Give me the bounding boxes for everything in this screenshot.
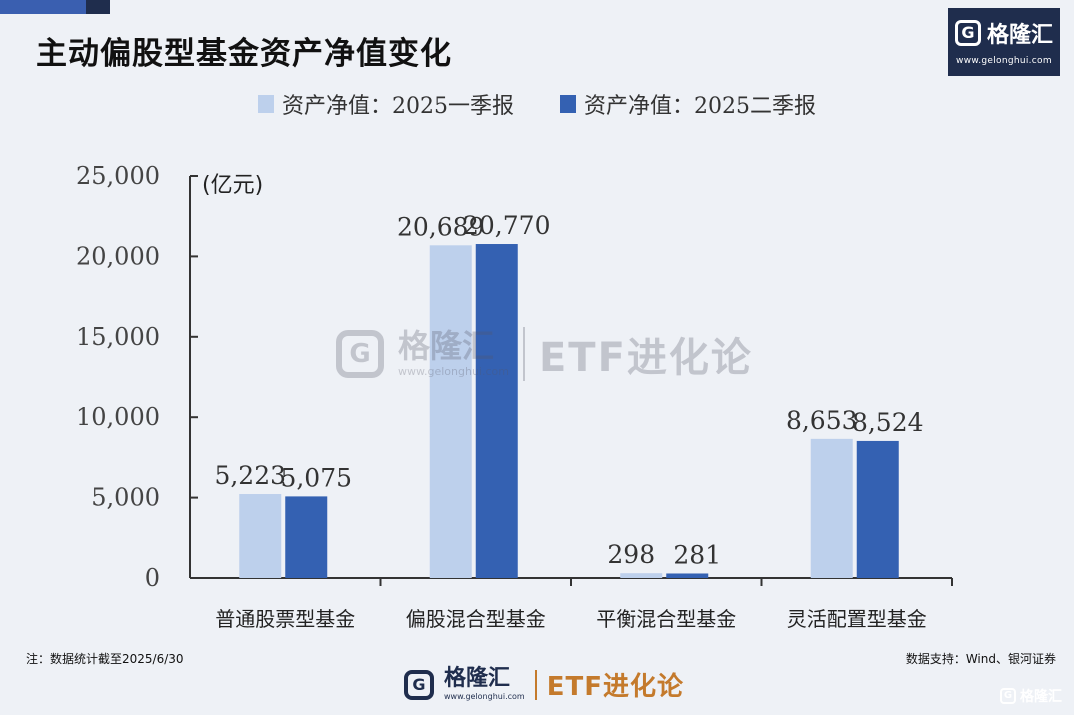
top-accent-bar: [0, 0, 86, 14]
legend-label-q2: 资产净值：2025二季报: [584, 94, 816, 119]
footer-logo: G 格隆汇 www.gelonghui.com ETF进化论: [404, 666, 684, 703]
legend-item-q1: 资产净值：2025一季报: [258, 88, 514, 120]
x-tick-label: 偏股混合型基金: [406, 607, 546, 631]
y-tick-label: 5,000: [91, 484, 160, 512]
bar: [810, 438, 853, 578]
footer-divider: [534, 669, 537, 700]
bar: [429, 245, 472, 579]
footer-url: www.gelonghui.com: [444, 692, 525, 701]
footer-etf-text: ETF进化论: [546, 672, 684, 702]
bar: [239, 494, 282, 578]
y-tick-label: 10,000: [76, 403, 160, 431]
data-label: 5,223: [214, 461, 286, 490]
data-label: 8,653: [786, 406, 858, 435]
corner-brand: 格隆汇: [1020, 689, 1062, 705]
top-accent-bar-dark: [86, 0, 110, 14]
bar: [620, 573, 663, 578]
logo-url: www.gelonghui.com: [956, 56, 1052, 66]
bar: [285, 496, 328, 578]
footer-g-icon: G: [404, 669, 434, 700]
bar: [856, 440, 899, 578]
y-tick-label: 0: [145, 564, 160, 592]
legend-swatch-q2: [560, 95, 576, 113]
legend-item-q2: 资产净值：2025二季报: [560, 88, 816, 120]
x-tick-label: 平衡混合型基金: [596, 607, 736, 631]
x-tick-label: 普通股票型基金: [215, 607, 355, 631]
footer-brand: 格隆汇: [444, 666, 511, 691]
data-label: 281: [673, 540, 721, 569]
y-tick-label: 20,000: [76, 242, 160, 270]
y-axis-unit-label: (亿元): [202, 173, 263, 198]
legend-swatch-q1: [258, 95, 274, 113]
chart-legend: 资产净值：2025一季报 资产净值：2025二季报: [0, 88, 1074, 120]
page-title: 主动偏股型基金资产净值变化: [36, 36, 452, 72]
x-tick-label: 灵活配置型基金: [787, 607, 927, 631]
y-tick-label: 25,000: [76, 162, 160, 190]
logo-g-icon: G: [954, 20, 981, 46]
corner-g-icon: G: [1000, 688, 1016, 704]
logo-brand-text: 格隆汇: [986, 23, 1053, 48]
data-label: 5,075: [280, 463, 352, 492]
footnote: 注：数据统计截至2025/6/30: [26, 652, 184, 666]
data-label: 20,689: [397, 212, 484, 241]
data-label: 298: [607, 540, 655, 569]
bar: [666, 573, 709, 578]
data-source: 数据支持：Wind、银河证券: [905, 652, 1056, 666]
y-tick-label: 15,000: [76, 323, 160, 351]
corner-watermark: G 格隆汇: [1000, 686, 1062, 706]
legend-label-q1: 资产净值：2025一季报: [282, 94, 514, 119]
bar: [475, 244, 518, 578]
data-label: 8,524: [852, 408, 924, 437]
brand-logo: G 格隆汇 www.gelonghui.com: [948, 8, 1060, 76]
data-label: 20,770: [463, 211, 550, 240]
